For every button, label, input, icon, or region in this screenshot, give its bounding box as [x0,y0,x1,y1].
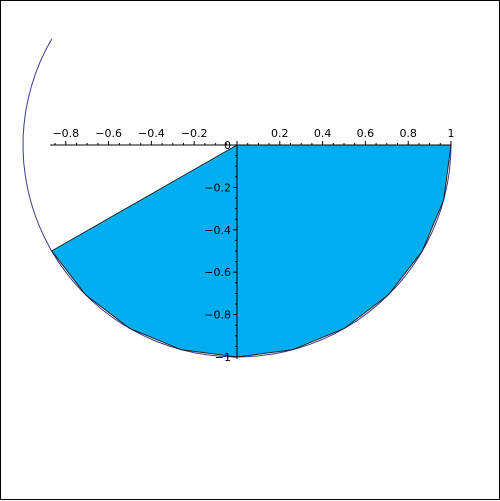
y-tick-label: −0.8 [204,309,231,322]
y-tick-label: 0 [224,139,231,152]
y-tick-label: −0.6 [204,266,231,279]
x-tick-label: 0.6 [357,127,375,140]
x-tick-label: 0.4 [314,127,332,140]
x-tick-label: 1 [448,127,455,140]
x-tick-label: −0.2 [181,127,208,140]
x-tick-label: −0.4 [138,127,165,140]
y-tick-label: −0.2 [204,181,231,194]
sector-outline [50,144,452,358]
x-tick-label: 0.8 [399,127,417,140]
sector-fill [51,145,451,357]
x-tick-label: −0.8 [52,127,79,140]
x-tick-label: 0.2 [271,127,289,140]
y-tick-label: −1 [215,351,231,364]
y-tick-label: −0.4 [204,224,231,237]
x-tick-label: −0.6 [95,127,122,140]
